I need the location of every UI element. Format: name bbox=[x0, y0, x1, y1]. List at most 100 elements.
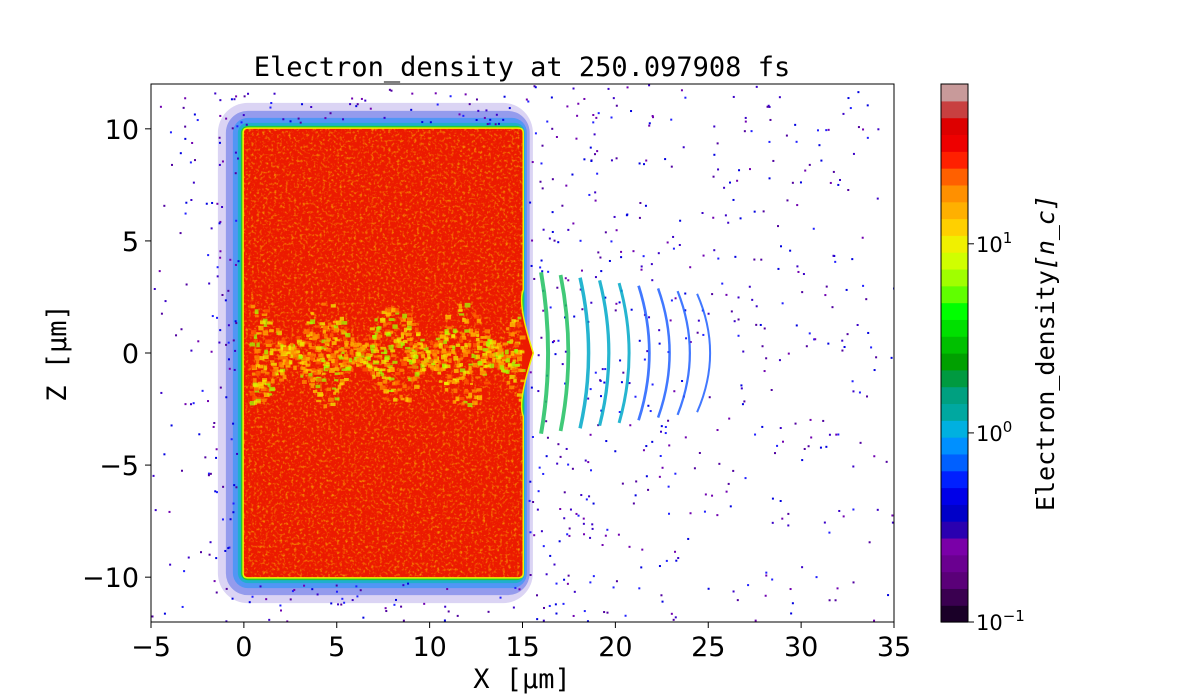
colorbar-segment bbox=[941, 470, 968, 489]
channel-speckle bbox=[403, 339, 408, 344]
channel-speckle bbox=[305, 357, 310, 361]
scatter-point bbox=[679, 219, 682, 222]
x-axis-label: X [μm] bbox=[473, 664, 571, 695]
scatter-point bbox=[625, 214, 628, 217]
channel-speckle bbox=[514, 354, 520, 358]
channel-speckle bbox=[374, 330, 381, 334]
scatter-point bbox=[562, 602, 565, 605]
scatter-point bbox=[665, 559, 668, 562]
channel-speckle bbox=[369, 337, 373, 341]
channel-speckle bbox=[472, 343, 478, 348]
channel-speckle bbox=[301, 366, 306, 370]
scatter-point bbox=[218, 141, 221, 144]
scatter-point bbox=[233, 98, 236, 101]
scatter-point bbox=[556, 286, 559, 289]
scatter-point bbox=[153, 288, 156, 291]
scatter-point bbox=[233, 484, 236, 487]
scatter-point bbox=[737, 334, 740, 337]
channel-speckle bbox=[416, 333, 420, 337]
scatter-point bbox=[502, 118, 505, 121]
scatter-point bbox=[553, 239, 556, 242]
x-tick-label: 35 bbox=[877, 632, 911, 663]
scatter-point bbox=[769, 118, 772, 121]
scatter-point bbox=[592, 575, 595, 578]
scatter-point bbox=[209, 472, 212, 475]
channel-speckle bbox=[434, 360, 440, 363]
scatter-point bbox=[210, 350, 213, 353]
channel-speckle bbox=[388, 377, 395, 381]
wave-front bbox=[598, 279, 611, 427]
channel-speckle bbox=[270, 378, 275, 384]
channel-speckle bbox=[328, 356, 332, 361]
colorbar-segment bbox=[941, 184, 968, 203]
colorbar-segment bbox=[941, 151, 968, 169]
scatter-point bbox=[216, 275, 219, 278]
scatter-point bbox=[600, 409, 603, 412]
scatter-point bbox=[755, 323, 758, 326]
scatter-point bbox=[337, 603, 340, 606]
channel-speckle bbox=[444, 364, 451, 369]
channel-speckle bbox=[471, 353, 475, 358]
scatter-point bbox=[215, 557, 218, 560]
scatter-point bbox=[603, 611, 606, 614]
scatter-point bbox=[185, 201, 188, 204]
channel-speckle bbox=[256, 400, 261, 404]
scatter-point bbox=[540, 259, 543, 262]
scatter-point bbox=[712, 216, 715, 219]
channel-speckle bbox=[273, 366, 279, 372]
scatter-point bbox=[658, 342, 661, 345]
channel-speckle bbox=[466, 396, 472, 399]
channel-speckle bbox=[331, 353, 337, 358]
channel-speckle bbox=[379, 385, 386, 390]
channel-speckle bbox=[403, 356, 409, 361]
scatter-point bbox=[229, 258, 232, 261]
scatter-point bbox=[614, 309, 617, 312]
wave-front bbox=[656, 288, 671, 418]
channel-speckle bbox=[387, 331, 394, 334]
scatter-point bbox=[561, 204, 564, 207]
channel-speckle bbox=[405, 346, 411, 350]
channel-speckle bbox=[481, 356, 486, 359]
scatter-point bbox=[628, 382, 631, 385]
channel-speckle bbox=[375, 343, 382, 346]
scatter-point bbox=[591, 527, 594, 530]
scatter-point bbox=[716, 429, 719, 432]
scatter-point bbox=[865, 298, 868, 301]
channel-speckle bbox=[333, 391, 337, 395]
scatter-point bbox=[236, 125, 239, 128]
scatter-point bbox=[805, 345, 808, 348]
channel-speckle bbox=[461, 401, 465, 406]
channel-speckle bbox=[313, 377, 318, 381]
scatter-point bbox=[727, 482, 730, 485]
scatter-point bbox=[701, 212, 704, 215]
channel-speckle bbox=[329, 333, 334, 338]
scatter-point bbox=[215, 448, 218, 451]
scatter-point bbox=[485, 109, 488, 112]
scatter-point bbox=[845, 288, 848, 291]
scatter-point bbox=[684, 96, 687, 99]
channel-speckle bbox=[492, 340, 497, 345]
channel-speckle bbox=[305, 323, 309, 326]
scatter-point bbox=[711, 293, 714, 296]
scatter-point bbox=[243, 95, 246, 98]
channel-speckle bbox=[306, 334, 310, 337]
scatter-point bbox=[355, 105, 358, 108]
scatter-point bbox=[588, 495, 591, 498]
channel-speckle bbox=[406, 397, 412, 403]
channel-speckle bbox=[253, 400, 258, 405]
scatter-point bbox=[771, 497, 774, 500]
channel-speckle bbox=[311, 367, 316, 371]
channel-speckle bbox=[315, 346, 322, 350]
scatter-point bbox=[525, 98, 528, 101]
channel-speckle bbox=[282, 351, 286, 356]
channel-speckle bbox=[408, 360, 413, 365]
channel-speckle bbox=[266, 321, 273, 325]
channel-speckle bbox=[322, 363, 326, 366]
scatter-point bbox=[221, 206, 224, 209]
channel-speckle bbox=[362, 367, 369, 372]
channel-speckle bbox=[332, 358, 339, 362]
scatter-point bbox=[852, 152, 855, 155]
channel-speckle bbox=[364, 356, 368, 361]
scatter-point bbox=[356, 595, 359, 598]
scatter-point bbox=[716, 142, 719, 145]
